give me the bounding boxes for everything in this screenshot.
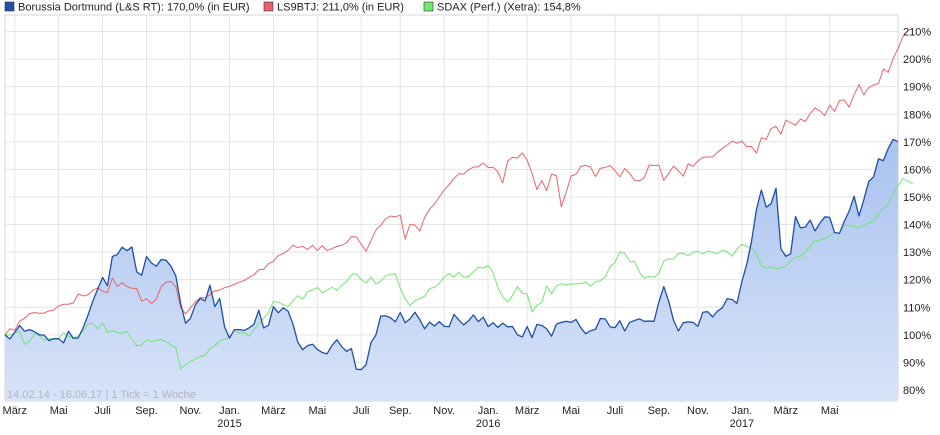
y-tick-label: 80%: [903, 385, 925, 397]
y-tick-label: 140%: [903, 220, 931, 232]
y-tick-label: 100%: [903, 330, 931, 342]
x-year-label: 2017: [730, 418, 754, 430]
date-range-footnote: 14.02.14 - 16.06.17 | 1 Tick = 1 Woche: [7, 389, 196, 401]
legend-swatch: [263, 1, 274, 12]
legend-item-ls9btj: LS9BTJ: 211,0% (in EUR): [263, 1, 404, 14]
legend-label: Borussia Dortmund (L&S RT): 170,0% (in E…: [18, 2, 250, 14]
legend-swatch: [423, 1, 434, 12]
x-tick-label: Mai: [821, 405, 839, 417]
x-tick-label: März: [261, 405, 285, 417]
y-tick-label: 120%: [903, 275, 931, 287]
y-tick-label: 160%: [903, 164, 931, 176]
x-tick-label: Nov.: [433, 405, 455, 417]
x-year-label: 2016: [476, 418, 500, 430]
y-tick-label: 210%: [903, 27, 931, 39]
x-year-label: 2015: [217, 418, 241, 430]
x-tick-label: Sep.: [389, 405, 412, 417]
y-tick-label: 180%: [903, 109, 931, 121]
y-tick-label: 170%: [903, 137, 931, 149]
x-tick-label: Sep.: [135, 405, 158, 417]
x-tick-label: Jan.: [219, 405, 240, 417]
series-line-sdax: [4, 178, 913, 370]
y-tick-label: 200%: [903, 54, 931, 66]
y-tick-label: 90%: [903, 357, 925, 369]
x-tick-label: Juli: [94, 405, 111, 417]
x-tick-label: Sep.: [648, 405, 671, 417]
x-tick-label: Jan.: [478, 405, 499, 417]
axes: 80% 90% 100% 110% 120% 130% 140% 150% 160% 170% 18…: [3, 27, 932, 430]
legend: Borussia Dortmund (L&S RT): 170,0% (in E…: [4, 1, 581, 14]
x-tick-label: Jan.: [731, 405, 752, 417]
x-tick-label: Nov.: [180, 405, 202, 417]
y-tick-label: 150%: [903, 192, 931, 204]
y-tick-label: 130%: [903, 247, 931, 259]
y-tick-label: 110%: [903, 302, 931, 314]
series-layer: [4, 28, 913, 401]
x-tick-label: März: [774, 405, 798, 417]
legend-item-borussia-dortmund: Borussia Dortmund (L&S RT): 170,0% (in E…: [4, 1, 250, 14]
legend-item-sdax: SDAX (Perf.) (Xetra): 154,8%: [423, 1, 581, 14]
x-tick-label: Mai: [308, 405, 326, 417]
series-line-borussia-dortmund: [4, 138, 899, 371]
legend-swatch: [4, 1, 15, 12]
x-tick-label: Mai: [50, 405, 68, 417]
x-tick-label: Juli: [607, 405, 624, 417]
legend-label: SDAX (Perf.) (Xetra): 154,8%: [437, 2, 581, 14]
x-tick-label: Nov.: [687, 405, 709, 417]
x-tick-label: Mai: [562, 405, 580, 417]
x-tick-label: März: [515, 405, 539, 417]
x-tick-label: März: [3, 405, 27, 417]
x-tick-label: Juli: [353, 405, 370, 417]
series-line-ls9btj: [4, 28, 913, 336]
y-tick-label: 190%: [903, 82, 931, 94]
legend-label: LS9BTJ: 211,0% (in EUR): [277, 2, 404, 14]
